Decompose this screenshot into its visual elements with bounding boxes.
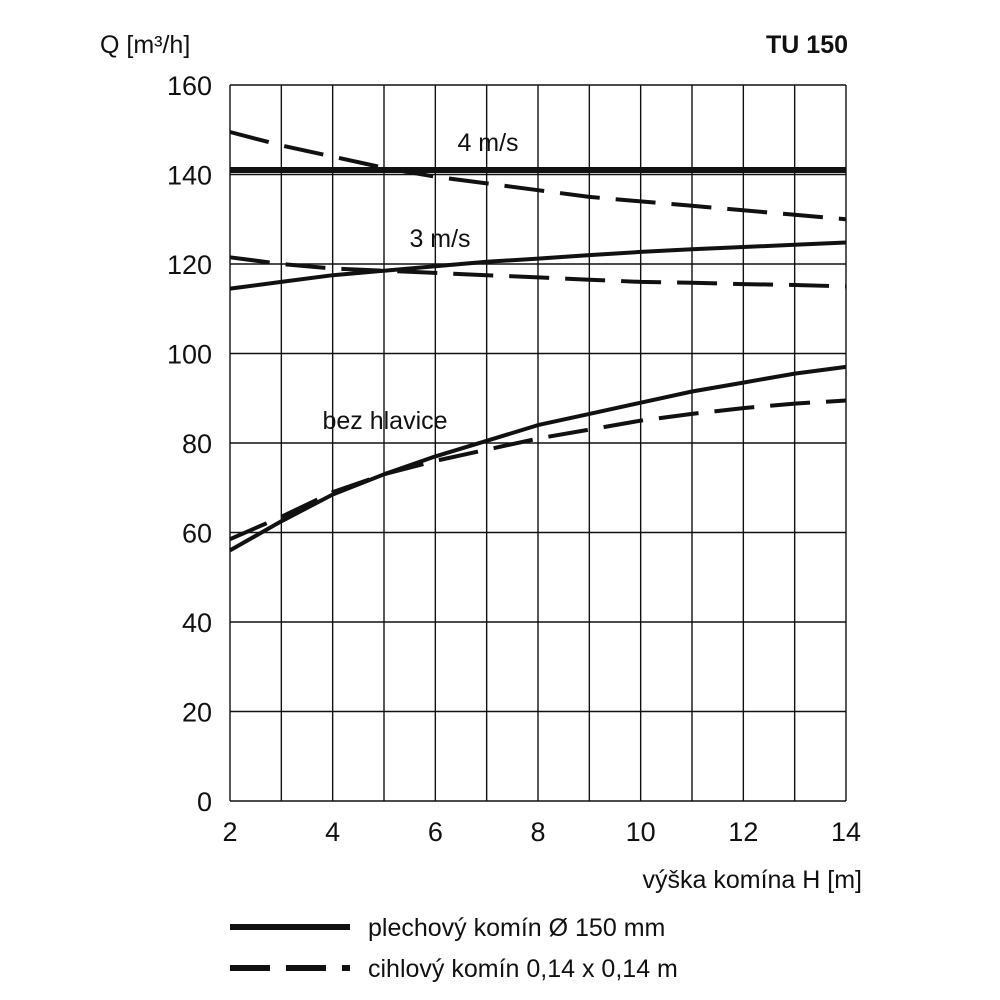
series-line-cihlovy-3ms <box>229 255 847 289</box>
legend-label: cihlový komín 0,14 x 0,14 m <box>368 955 678 983</box>
curve-label-bez-hlavice: bez hlavice <box>322 407 447 435</box>
y-axis-label: Q [m³/h] <box>100 31 190 59</box>
y-tick-label: 40 <box>182 608 212 638</box>
x-tick-label: 4 <box>325 817 340 847</box>
series-line-plechovy-3ms <box>229 240 847 291</box>
curve-label-4ms: 4 m/s <box>457 129 518 157</box>
legend-label: plechový komín Ø 150 mm <box>368 914 665 942</box>
x-tick-label: 2 <box>222 817 237 847</box>
x-tick-label: 8 <box>530 817 545 847</box>
x-axis-label: výška komína H [m] <box>643 866 863 894</box>
series-lines <box>229 130 847 553</box>
curve-label-3ms: 3 m/s <box>409 225 470 253</box>
y-tick-label: 140 <box>167 161 212 191</box>
series-line-cihlovy-bez-hlavice <box>229 398 847 542</box>
legend: plechový komín Ø 150 mm cihlový komín 0,1… <box>230 914 678 983</box>
y-tick-label: 80 <box>182 429 212 459</box>
y-tick-label: 100 <box>167 340 212 370</box>
series-line-plechovy-bez-hlavice <box>229 364 847 553</box>
x-tick-label: 6 <box>428 817 443 847</box>
x-tick-label: 12 <box>728 817 758 847</box>
x-tick-label: 14 <box>831 817 861 847</box>
curve-labels: 4 m/s 3 m/s bez hlavice <box>322 129 518 435</box>
x-tick-labels: 2 4 6 8 10 12 14 <box>222 817 861 847</box>
y-tick-labels: 0 20 40 60 80 100 120 140 160 <box>167 71 212 817</box>
y-tick-label: 120 <box>167 250 212 280</box>
grid <box>229 84 847 802</box>
y-tick-label: 20 <box>182 698 212 728</box>
chart-title: TU 150 <box>766 31 848 59</box>
y-tick-label: 160 <box>167 71 212 101</box>
y-tick-label: 60 <box>182 519 212 549</box>
y-tick-label: 0 <box>197 787 212 817</box>
series-line-cihlovy-4ms <box>229 130 847 222</box>
x-tick-label: 10 <box>626 817 656 847</box>
